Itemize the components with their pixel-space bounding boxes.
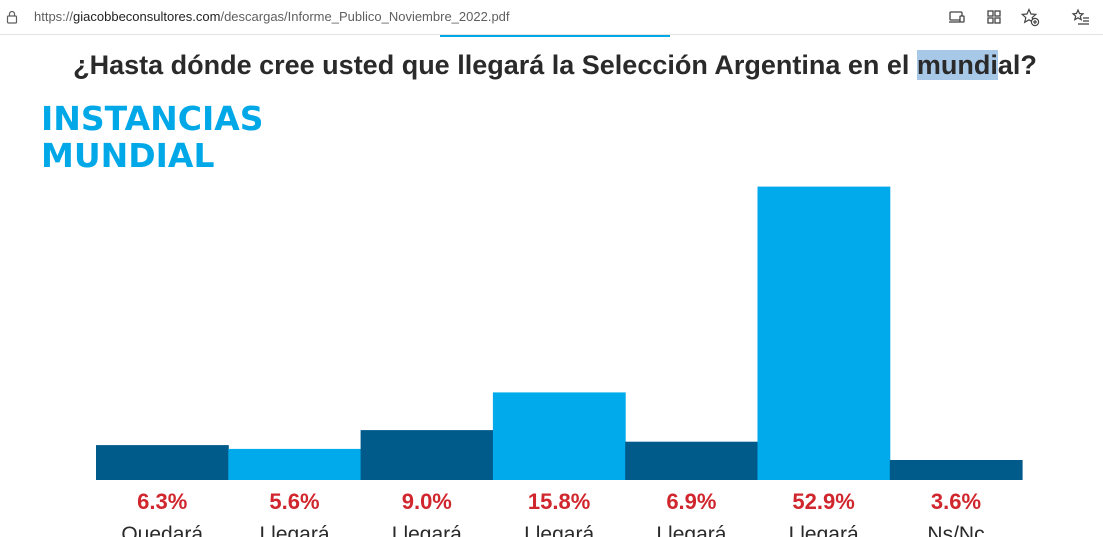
bar: [757, 186, 891, 480]
category-label: Llegará: [789, 523, 859, 537]
heading-line-1: INSTANCIAS: [41, 99, 264, 138]
question-text: ¿Hasta dónde cree usted que llegará la S…: [73, 50, 917, 80]
value-label: 6.3%: [137, 489, 187, 514]
value-label: 52.9%: [792, 489, 854, 514]
bar: [228, 448, 362, 480]
question-text-end: al?: [997, 50, 1037, 80]
category-label: Quedará: [121, 523, 203, 537]
value-label: 5.6%: [269, 489, 319, 514]
section-heading: INSTANCIAS MUNDIAL: [41, 100, 264, 174]
value-label: 9.0%: [402, 489, 452, 514]
bar: [889, 460, 1023, 480]
device-icon[interactable]: [947, 7, 967, 27]
favorite-add-icon[interactable]: [1020, 7, 1040, 27]
url-prefix: https://: [34, 9, 74, 24]
value-label: 6.9%: [666, 489, 716, 514]
bar: [492, 392, 626, 480]
bar: [96, 445, 229, 480]
favorites-icon[interactable]: [1071, 7, 1091, 27]
bar: [360, 430, 494, 480]
value-label: 3.6%: [931, 489, 981, 514]
question-highlight: mundi: [916, 50, 998, 80]
category-label: Llegará: [259, 523, 329, 537]
bar: [625, 441, 758, 480]
category-label: Llegará: [524, 523, 594, 537]
address-bar[interactable]: https://giacobbeconsultores.com/descarga…: [34, 9, 510, 24]
survey-question: ¿Hasta dónde cree usted que llegará la S…: [0, 50, 1103, 81]
value-label: 15.8%: [528, 489, 590, 514]
apps-icon[interactable]: [984, 7, 1004, 27]
lock-icon[interactable]: [6, 10, 18, 24]
category-label: Llegará: [392, 523, 462, 537]
url-path: /descargas/Informe_Publico_Noviembre_202…: [220, 9, 510, 24]
url-host: giacobbeconsultores.com: [73, 9, 221, 24]
category-label: Llegará: [656, 523, 726, 537]
accent-line: [440, 35, 670, 37]
heading-line-2: MUNDIAL: [41, 136, 215, 175]
browser-toolbar: https://giacobbeconsultores.com/descarga…: [0, 0, 1103, 35]
category-label: Ns/Nc: [927, 523, 984, 537]
